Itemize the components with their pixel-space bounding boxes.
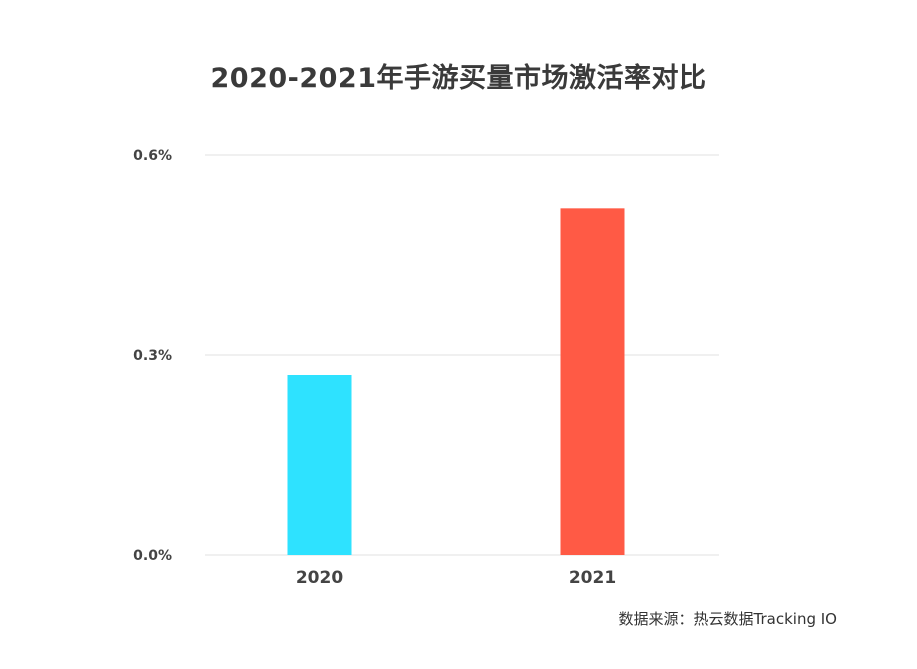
y-tick-label: 0.0% bbox=[133, 548, 172, 564]
x-tick-label: 2020 bbox=[296, 568, 343, 588]
y-tick-label: 0.6% bbox=[133, 148, 172, 164]
bar-2021 bbox=[560, 208, 625, 556]
grid-lines bbox=[205, 154, 719, 556]
x-axis-tick-labels: 2020 2021 bbox=[296, 568, 616, 588]
y-tick-label: 0.3% bbox=[133, 348, 172, 364]
bar-2020 bbox=[287, 375, 352, 555]
x-tick-label: 2021 bbox=[569, 568, 616, 588]
chart-title: 2020-2021年手游买量市场激活率对比 bbox=[210, 63, 707, 94]
source-note: 数据来源：热云数据Tracking IO bbox=[618, 610, 837, 628]
bars bbox=[287, 208, 625, 556]
y-axis-tick-labels: 0.0% 0.3% 0.6% bbox=[133, 148, 172, 564]
